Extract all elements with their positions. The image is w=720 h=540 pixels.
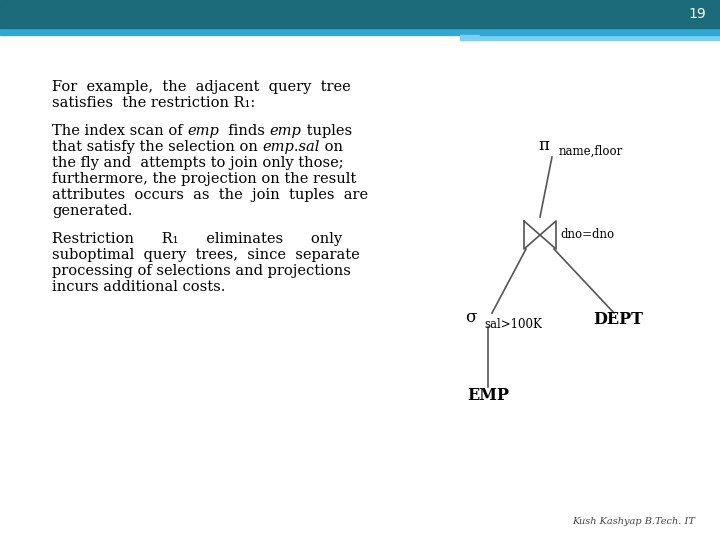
Text: attributes  occurs  as  the  join  tuples  are: attributes occurs as the join tuples are <box>52 188 368 202</box>
Text: emp.sal: emp.sal <box>263 140 320 154</box>
Text: The index scan of: The index scan of <box>52 124 187 138</box>
Text: furthermore, the projection on the result: furthermore, the projection on the resul… <box>52 172 356 186</box>
Text: Restriction      R₁      eliminates      only: Restriction R₁ eliminates only <box>52 232 342 246</box>
Text: suboptimal  query  trees,  since  separate: suboptimal query trees, since separate <box>52 248 360 262</box>
Bar <box>480 28 720 35</box>
Text: tuples: tuples <box>302 124 351 138</box>
Text: 19: 19 <box>688 7 706 21</box>
Text: processing of selections and projections: processing of selections and projections <box>52 264 351 278</box>
Text: on: on <box>320 140 343 154</box>
Text: DEPT: DEPT <box>593 312 643 328</box>
Bar <box>0 28 480 35</box>
Text: For  example,  the  adjacent  query  tree: For example, the adjacent query tree <box>52 80 351 94</box>
Text: that satisfy the selection on: that satisfy the selection on <box>52 140 263 154</box>
Text: dno=dno: dno=dno <box>560 227 614 240</box>
Text: name,floor: name,floor <box>559 145 624 158</box>
Text: generated.: generated. <box>52 204 132 218</box>
Text: Kush Kashyap B.Tech. IT: Kush Kashyap B.Tech. IT <box>572 517 695 526</box>
Bar <box>460 35 720 40</box>
Text: satisfies  the restriction R₁:: satisfies the restriction R₁: <box>52 96 256 110</box>
Text: incurs additional costs.: incurs additional costs. <box>52 280 225 294</box>
Text: π: π <box>539 137 549 153</box>
Text: emp: emp <box>269 124 302 138</box>
Text: emp: emp <box>187 124 219 138</box>
Text: EMP: EMP <box>467 387 509 403</box>
Text: finds: finds <box>219 124 269 138</box>
Text: the fly and  attempts to join only those;: the fly and attempts to join only those; <box>52 156 343 170</box>
Text: σ: σ <box>465 308 477 326</box>
Bar <box>0 0 720 28</box>
Text: sal>100K: sal>100K <box>484 318 542 330</box>
